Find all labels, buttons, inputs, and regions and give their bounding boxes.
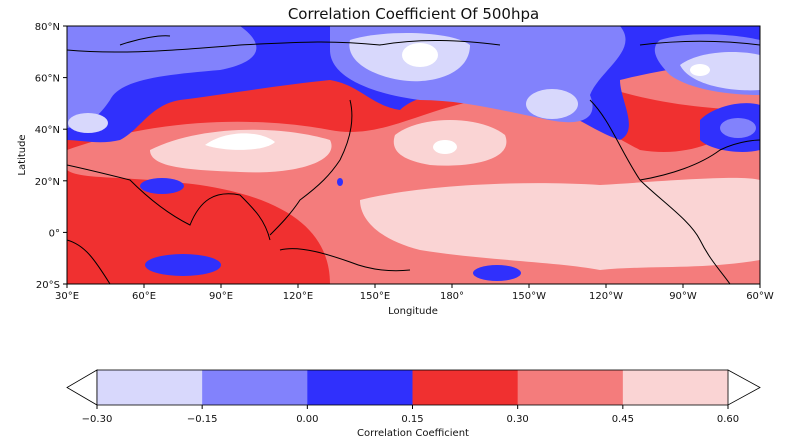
colorbar-segment bbox=[307, 370, 413, 405]
x-tick-label: 120°W bbox=[589, 291, 623, 302]
x-tick-label: 60°W bbox=[746, 291, 774, 302]
x-tick-label: 150°E bbox=[360, 291, 390, 302]
y-tick-label: 0° bbox=[49, 228, 60, 239]
colorbar-segment bbox=[517, 370, 624, 405]
y-tick-label: 20°S bbox=[36, 280, 60, 291]
colorbar-segment bbox=[622, 370, 729, 405]
chart-title: Correlation Coefficient Of 500hpa bbox=[287, 5, 540, 23]
contour-white bbox=[205, 133, 275, 150]
colorbar-segment bbox=[412, 370, 519, 405]
colorbar-tick-label: 0.00 bbox=[296, 414, 318, 425]
contour-blue bbox=[140, 178, 184, 194]
colorbar-extend-max bbox=[727, 369, 761, 406]
colorbar-tick-label: 0.30 bbox=[507, 414, 529, 425]
x-tick-label: 30°E bbox=[55, 291, 79, 302]
x-tick-label: 90°W bbox=[669, 291, 697, 302]
contour-medblue bbox=[67, 26, 257, 128]
x-tick-label: 120°E bbox=[283, 291, 313, 302]
x-axis-label: Longitude bbox=[388, 306, 438, 317]
colorbar-segment bbox=[97, 370, 203, 405]
x-tick-label: 60°E bbox=[132, 291, 156, 302]
colorbar-tick-label: 0.60 bbox=[717, 414, 739, 425]
contour-blue bbox=[473, 265, 521, 281]
y-tick-label: 80°N bbox=[35, 22, 60, 33]
x-tick-label: 150°W bbox=[512, 291, 546, 302]
colorbar-tick-label: 0.15 bbox=[401, 414, 423, 425]
colorbar-tick-label: −0.30 bbox=[82, 414, 113, 425]
colorbar-tick-label: 0.45 bbox=[612, 414, 634, 425]
colorbar-segment bbox=[202, 370, 308, 405]
contour-blue bbox=[145, 254, 221, 276]
y-tick-label: 40°N bbox=[35, 125, 60, 136]
contour-white bbox=[433, 140, 457, 154]
y-tick-label: 60°N bbox=[35, 74, 60, 85]
contour-medblue bbox=[720, 118, 756, 138]
colorbar-tick-label: −0.15 bbox=[187, 414, 218, 425]
contour-lightblue bbox=[526, 89, 578, 119]
contour-pink bbox=[150, 129, 332, 173]
coastlines bbox=[67, 35, 760, 284]
contour-pink bbox=[360, 177, 760, 270]
y-axis: 80°N 60°N 40°N 20°N 0° 20°S bbox=[35, 22, 67, 291]
x-tick-label: 180° bbox=[440, 291, 464, 302]
x-axis: 30°E 60°E 90°E 120°E 150°E 180° 150°W 120°W 90°W… bbox=[55, 284, 774, 302]
y-axis-label: Latitude bbox=[17, 134, 28, 175]
contour-white bbox=[402, 43, 438, 67]
contour-white bbox=[690, 64, 710, 76]
colorbar-label: Correlation Coefficient bbox=[357, 428, 469, 439]
contour-blue bbox=[337, 178, 343, 186]
contour-field bbox=[67, 26, 760, 284]
colorbar: −0.30 −0.15 0.00 0.15 0.30 0.45 0.60 bbox=[66, 369, 761, 425]
y-tick-label: 20°N bbox=[35, 177, 60, 188]
contour-lightblue bbox=[680, 52, 760, 91]
contour-lightblue bbox=[68, 113, 108, 133]
plot-frame bbox=[66, 25, 761, 285]
colorbar-extend-min bbox=[66, 369, 98, 406]
x-tick-label: 90°E bbox=[209, 291, 233, 302]
